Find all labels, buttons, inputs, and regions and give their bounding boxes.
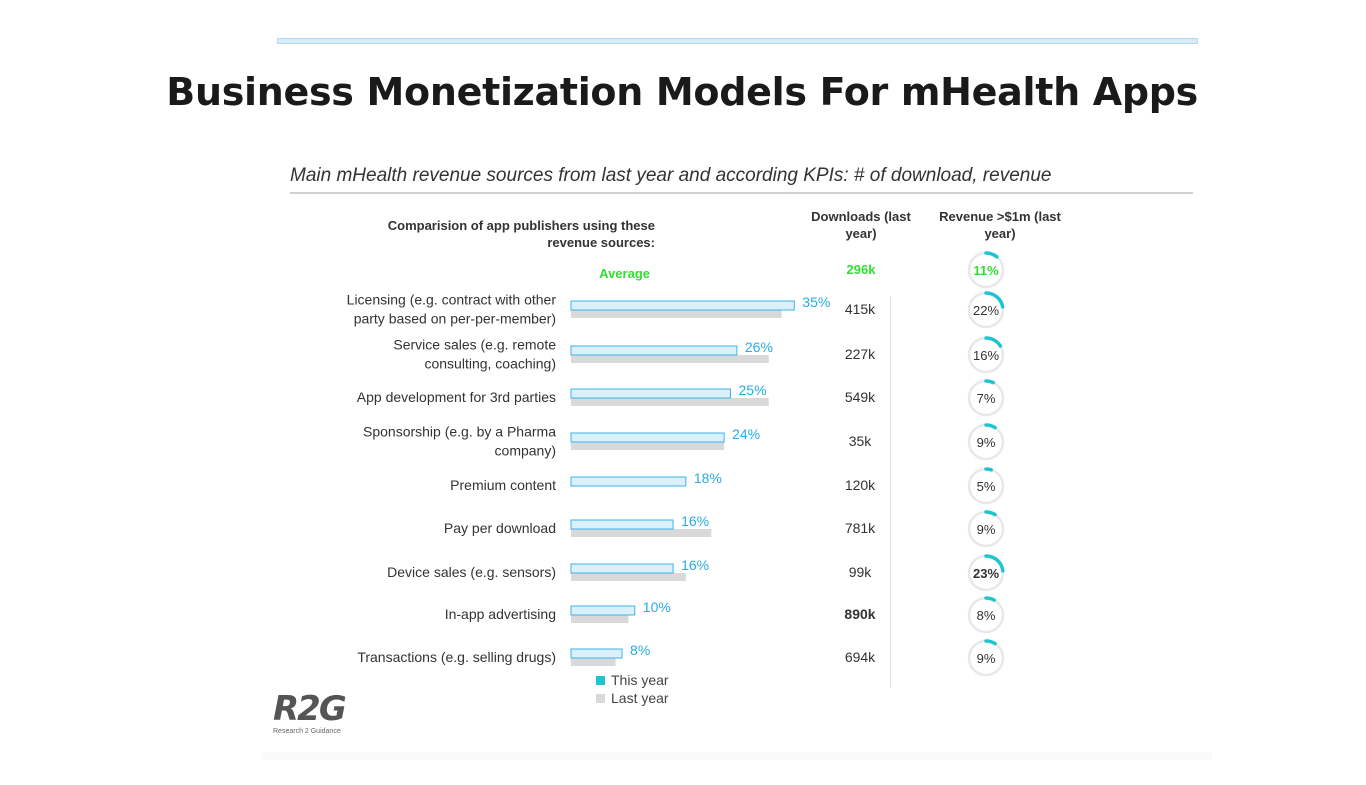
slide-title: Business Monetization Models For mHealth… bbox=[166, 70, 1198, 114]
revenue-label-average: 11% bbox=[973, 263, 999, 278]
bar-this-year-5 bbox=[570, 519, 674, 530]
revenue-ring-arc-6 bbox=[984, 554, 1005, 573]
bar-this-year-2 bbox=[570, 388, 731, 399]
bar-last-year-1 bbox=[571, 355, 769, 363]
downloads-value-4: 120k bbox=[845, 477, 876, 493]
downloads-value-3: 35k bbox=[849, 433, 873, 449]
category-label-1-line-0: Service sales (e.g. remote bbox=[393, 337, 556, 353]
bar-value-label-8: 8% bbox=[630, 642, 650, 658]
revenue-column-header: Revenue >$1m (last year) bbox=[939, 209, 1061, 241]
revenue-label-0: 22% bbox=[973, 303, 999, 318]
bar-last-year-8 bbox=[571, 658, 616, 666]
revenue-label-1: 16% bbox=[973, 348, 999, 363]
downloads-value-6: 99k bbox=[849, 564, 873, 580]
category-label-0-line-1: party based on per-per-member) bbox=[354, 311, 556, 327]
revenue-ring-arc-8 bbox=[984, 639, 997, 646]
revenue-ring-arc-4 bbox=[984, 467, 994, 472]
legend-item-last-year: Last year bbox=[596, 689, 669, 707]
bottom-edge bbox=[262, 752, 1212, 760]
revenue-ring-arc-0 bbox=[984, 291, 1005, 309]
logo-subtitle: Research 2 Guidance bbox=[273, 728, 341, 735]
bar-this-year-6 bbox=[570, 563, 674, 574]
revenue-label-6: 23% bbox=[973, 566, 999, 581]
revenue-label-7: 8% bbox=[977, 608, 996, 623]
category-label-1-line-1: consulting, coaching) bbox=[424, 356, 556, 372]
category-label-0-line-0: Licensing (e.g. contract with other bbox=[347, 292, 557, 308]
bar-this-year-8 bbox=[570, 648, 623, 659]
bar-this-year-3 bbox=[570, 432, 725, 443]
revenue-ring-arc-average bbox=[984, 251, 999, 259]
category-label-5-line-0: Pay per download bbox=[444, 520, 556, 536]
downloads-value-0: 415k bbox=[845, 301, 876, 317]
category-label-3-line-1: company) bbox=[495, 443, 556, 459]
chart-title: Main mHealth revenue sources from last y… bbox=[290, 165, 1052, 186]
bar-last-year-5 bbox=[571, 529, 712, 537]
revenue-label-5: 9% bbox=[977, 522, 996, 537]
legend: This year Last year bbox=[596, 671, 669, 707]
downloads-value-1: 227k bbox=[845, 346, 876, 362]
bar-value-label-2: 25% bbox=[739, 382, 767, 398]
revenue-label-4: 5% bbox=[977, 479, 996, 494]
category-label-7-line-0: In-app advertising bbox=[445, 606, 556, 622]
revenue-label-3: 9% bbox=[977, 435, 996, 450]
legend-label-this-year: This year bbox=[611, 672, 669, 688]
legend-swatch-this-year bbox=[596, 675, 605, 685]
revenue-ring-arc-5 bbox=[984, 510, 997, 517]
revenue-label-8: 9% bbox=[977, 651, 996, 666]
bar-this-year-1 bbox=[570, 345, 738, 356]
category-label-3-line-0: Sponsorship (e.g. by a Pharma bbox=[363, 424, 556, 440]
downloads-column-header: Downloads (last year) bbox=[811, 209, 911, 241]
bar-this-year-4 bbox=[570, 476, 687, 487]
downloads-value-5: 781k bbox=[845, 520, 876, 536]
average-downloads: 296k bbox=[846, 262, 876, 277]
chart-title-rule bbox=[290, 192, 1193, 194]
bar-last-year-7 bbox=[571, 615, 629, 623]
category-label-4-line-0: Premium content bbox=[450, 477, 556, 493]
legend-swatch-last-year bbox=[596, 693, 605, 703]
revenue-ring-arc-3 bbox=[984, 423, 997, 430]
downloads-value-8: 694k bbox=[845, 649, 876, 665]
column-divider bbox=[890, 296, 891, 688]
bar-last-year-0 bbox=[571, 310, 782, 318]
bar-value-label-7: 10% bbox=[643, 599, 671, 615]
bar-value-label-1: 26% bbox=[745, 339, 773, 355]
bar-value-label-6: 16% bbox=[681, 557, 709, 573]
logo-wordmark: R2G bbox=[273, 689, 347, 729]
downloads-value-7: 890k bbox=[844, 606, 875, 622]
r2g-logo: R2G Research 2 Guidance bbox=[273, 689, 347, 735]
category-column-header: Comparision of app publishers using thes… bbox=[387, 218, 655, 250]
revenue-label-2: 7% bbox=[977, 391, 996, 406]
bar-value-label-3: 24% bbox=[732, 426, 760, 442]
bar-value-label-5: 16% bbox=[681, 513, 709, 529]
legend-item-this-year: This year bbox=[596, 671, 669, 689]
category-label-2-line-0: App development for 3rd parties bbox=[357, 389, 556, 405]
bar-value-label-4: 18% bbox=[694, 470, 722, 486]
revenue-ring-arc-1 bbox=[984, 336, 1003, 348]
title-accent-bar bbox=[277, 38, 1198, 44]
category-label-8-line-0: Transactions (e.g. selling drugs) bbox=[357, 649, 556, 665]
bar-value-label-0: 35% bbox=[802, 294, 830, 310]
bar-last-year-6 bbox=[571, 573, 686, 581]
downloads-value-2: 549k bbox=[845, 389, 876, 405]
bar-this-year-7 bbox=[570, 605, 636, 616]
revenue-ring-arc-2 bbox=[984, 379, 995, 385]
category-label-6-line-0: Device sales (e.g. sensors) bbox=[387, 564, 556, 580]
bar-last-year-3 bbox=[571, 442, 725, 450]
bar-last-year-2 bbox=[571, 398, 769, 406]
bar-this-year-0 bbox=[570, 300, 795, 311]
revenue-ring-arc-7 bbox=[984, 596, 996, 602]
average-label: Average bbox=[599, 266, 650, 281]
legend-label-last-year: Last year bbox=[611, 690, 669, 706]
